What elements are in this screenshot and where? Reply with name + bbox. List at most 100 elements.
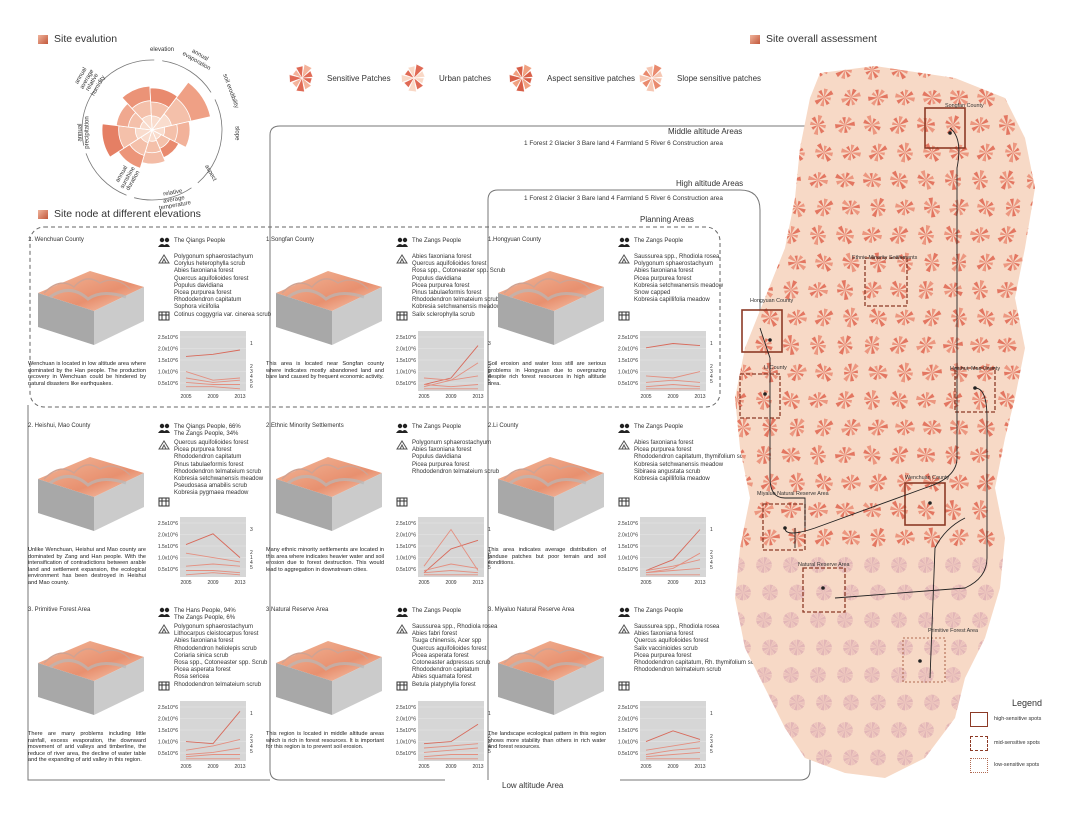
connector-dot <box>918 659 922 663</box>
species-item: Pinus tabulaeformis forest <box>412 290 482 297</box>
series-label: 4 <box>710 560 713 566</box>
series-line <box>645 384 701 388</box>
species-list: Polygonum sphaerostachyum Corylus heterop… <box>174 254 272 319</box>
connector-line <box>929 517 966 679</box>
people-icon <box>158 237 170 247</box>
species-item: Rhododendron capitatum <box>174 297 242 304</box>
series-line <box>185 711 241 745</box>
map-label: Ethnic Minority Settlements <box>852 255 918 261</box>
x-tick-label: 2013 <box>234 764 245 770</box>
landuse-chart: 2.5x10^6 2.0x10^6 1.5x10^6 1.0x10^6 0.5x10^6… <box>618 701 713 770</box>
site-node: 1.Songfan County The Zangs People Abies … <box>266 237 505 417</box>
landuse-chart: 2.5x10^6 2.0x10^6 1.5x10^6 1.0x10^6 0.5x10^6… <box>396 331 491 400</box>
landuse-chart: 2.5x10^6 2.0x10^6 1.5x10^6 1.0x10^6 0.5x10^6… <box>396 701 491 770</box>
series-line <box>645 747 701 755</box>
series-label: 5 <box>488 379 491 385</box>
patch-legend: Sensitive Patches Urban patches Aspect sen… <box>285 62 765 98</box>
y-tick-label: 1.5x10^6 <box>396 728 416 734</box>
series-line <box>185 533 241 558</box>
species-list: Saussurea spp., Rhodiola rosea Polygonum … <box>634 254 724 304</box>
legend-high-swatch <box>970 712 988 727</box>
series-line <box>645 751 701 758</box>
series-label: 5 <box>250 379 253 385</box>
y-tick-label: 2.0x10^6 <box>618 533 638 539</box>
people-text: The Hans People, 94% The Zangs People, 6… <box>174 608 236 621</box>
series-label: 5 <box>710 749 713 755</box>
species-item: Saussurea spp., Rhodiola rosea <box>634 254 720 260</box>
site-node: 1.Hongyuan County The Zangs People Sauss… <box>488 237 724 417</box>
species-item: Polygonum sphaerostachyum <box>634 261 714 268</box>
high-sensitive-box <box>924 107 966 149</box>
y-tick-label: 1.5x10^6 <box>158 728 178 734</box>
y-tick-label: 2.0x10^6 <box>618 347 638 353</box>
landuse-chart: 2.5x10^6 2.0x10^6 1.5x10^6 1.0x10^6 0.5x10^6… <box>618 331 713 400</box>
x-tick-label: 2013 <box>234 580 245 586</box>
y-tick-label: 2.5x10^6 <box>396 705 416 711</box>
y-tick-label: 2.5x10^6 <box>618 335 638 341</box>
map-label: Heishui, Mao County <box>950 366 1001 372</box>
y-tick-label: 0.5x10^6 <box>158 381 178 387</box>
y-tick-label: 2.5x10^6 <box>158 705 178 711</box>
x-tick-label: 2009 <box>667 394 678 400</box>
series-label: 5 <box>488 749 491 755</box>
species-item: Cotinus coggygria var. cinerea scrub <box>174 311 272 318</box>
node-description: Many ethnic minority settlements are loc… <box>266 547 384 573</box>
node-title: 1.Songfan County <box>266 237 315 243</box>
people-text: The Zangs People <box>634 238 684 244</box>
series-line <box>423 539 479 574</box>
landuse-icon <box>618 681 630 691</box>
landuse-chart: 2.5x10^6 2.0x10^6 1.5x10^6 1.0x10^6 0.5x10^6… <box>158 331 253 400</box>
x-tick-label: 2005 <box>180 764 191 770</box>
series-line <box>645 730 701 743</box>
species-item: Picea asperata forest <box>412 652 469 659</box>
node-title: 2.Ethnic Minority Settlements <box>266 423 344 429</box>
patch-legend-label: Sensitive Patches <box>327 73 391 83</box>
site-node: 3.Natural Reserve Area The Zangs People … <box>266 607 502 787</box>
series-label: 5 <box>250 565 253 571</box>
low-area-label: Low altitude Area <box>502 781 564 790</box>
y-tick-label: 1.5x10^6 <box>158 358 178 364</box>
terrain-image <box>38 271 144 345</box>
series-label: 3 <box>710 739 713 745</box>
series-line <box>645 529 701 571</box>
species-list: Quercus aquifolioides forest Picea purpur… <box>174 440 264 498</box>
series-line <box>423 563 479 571</box>
species-item: Rhododendron telmateium scrub <box>634 667 722 674</box>
species-item: Abies faxoniana forest <box>634 268 694 275</box>
series-label: 2 <box>488 734 491 740</box>
series-line <box>185 572 241 576</box>
patch-legend-item: Sensitive Patches <box>285 62 391 94</box>
y-tick-label: 0.5x10^6 <box>158 751 178 757</box>
map-label: Wenchuan County <box>905 475 950 481</box>
connector-line <box>759 327 806 528</box>
map-label: Natural Reserve Area <box>798 562 850 568</box>
map-label: Primitive Forest Area <box>928 628 979 634</box>
legend-title: Legend <box>1012 698 1043 708</box>
x-tick-label: 2009 <box>207 580 218 586</box>
x-tick-label: 2005 <box>180 394 191 400</box>
people-icon <box>158 607 170 617</box>
overall-header: Site overall assessment <box>750 33 877 45</box>
species-item: Rhododendron heliolepis scrub <box>174 645 257 652</box>
species-item: Sophora viciifolia <box>174 304 220 311</box>
patch-legend-label: Aspect sensitive patches <box>547 73 636 83</box>
patch-legend-label: Slope sensitive patches <box>677 73 762 83</box>
species-item: Corylus heterophylla scrub <box>174 261 246 268</box>
high-sensitive-box <box>741 309 783 353</box>
header-square-icon <box>38 34 48 44</box>
series-line <box>185 563 241 567</box>
header-text: Site node at different elevations <box>54 208 201 220</box>
people-icon <box>158 423 170 433</box>
species-item: Picea asperata forest <box>174 667 231 674</box>
species-item: Picea purpurea forest <box>634 652 692 659</box>
patch-legend-label: Urban patches <box>439 73 492 83</box>
series-label: 2 <box>710 550 713 556</box>
people-icon <box>618 237 630 247</box>
species-item: Picea purpurea forest <box>174 290 232 297</box>
x-tick-label: 2009 <box>445 764 456 770</box>
series-line <box>185 754 240 758</box>
species-item: Saussurea spp., Rhodiola rosea <box>634 624 720 630</box>
terrain-image <box>498 457 604 531</box>
species-item: Picea purpurea forest <box>634 447 692 454</box>
connector-dot <box>928 501 932 505</box>
